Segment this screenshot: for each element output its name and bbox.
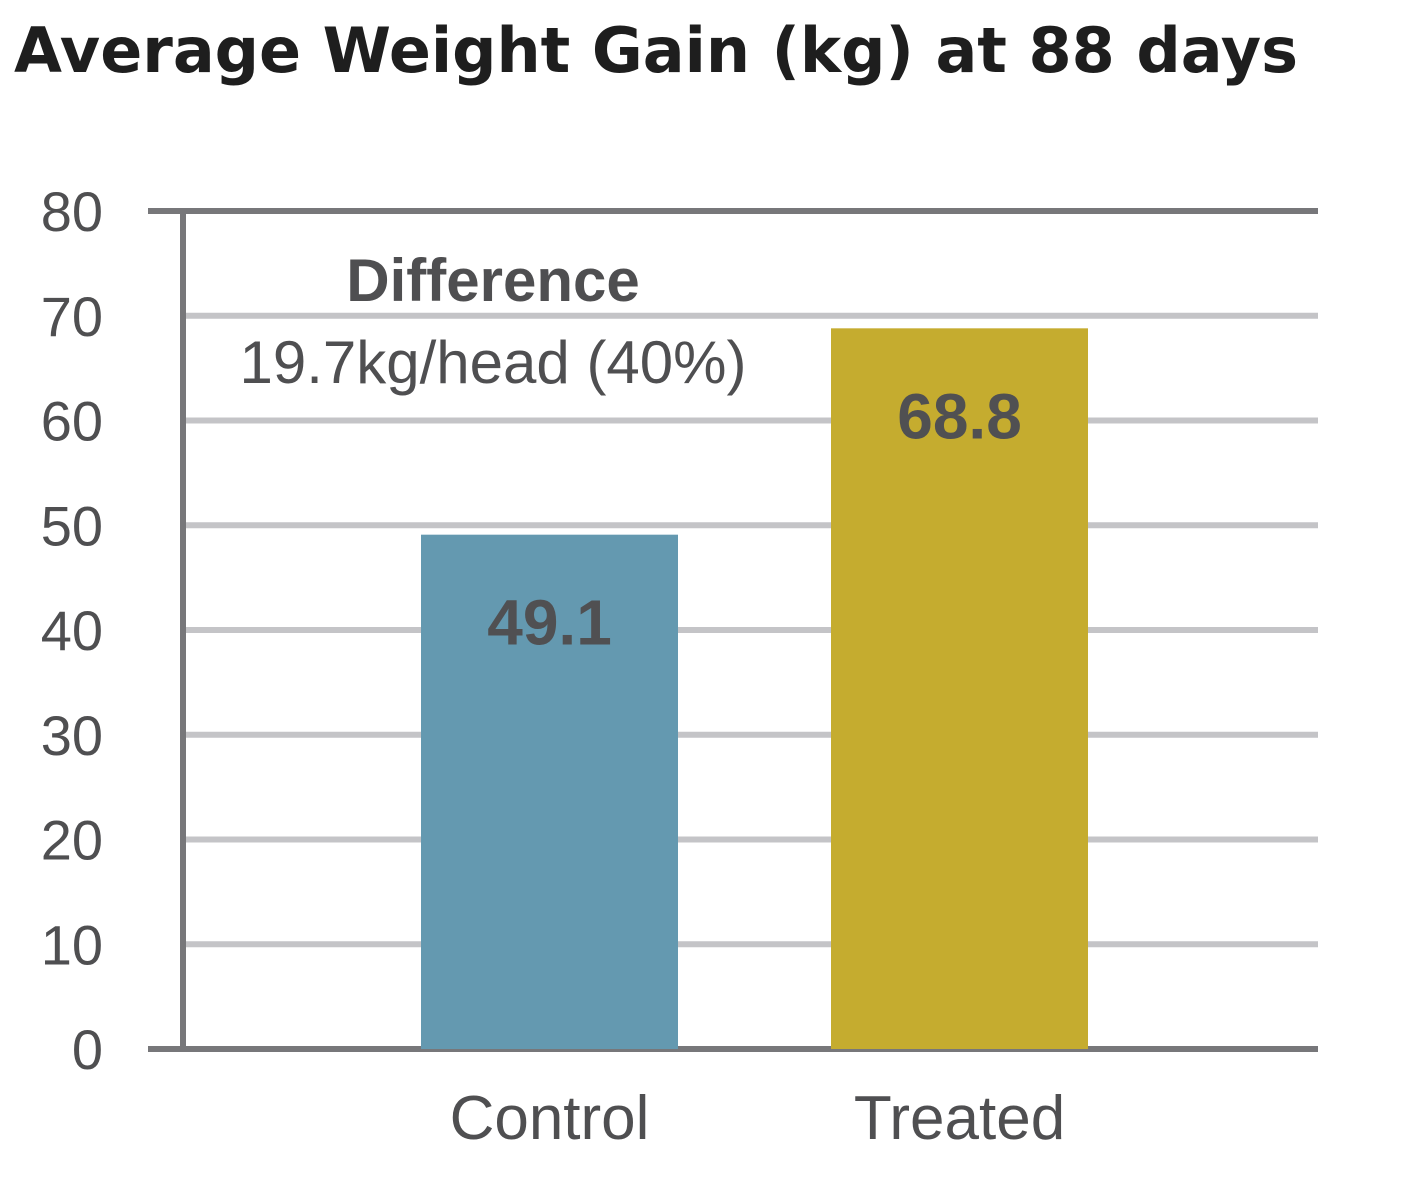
bar-control — [421, 534, 678, 1049]
y-tick-label-60: 60 — [41, 390, 103, 453]
y-tick-label-50: 50 — [41, 494, 103, 557]
y-tick-label-80: 80 — [41, 180, 103, 243]
data-label-treated: 68.8 — [897, 380, 1022, 452]
y-tick-label-10: 10 — [41, 913, 103, 976]
y-tick-label-40: 40 — [41, 599, 103, 662]
difference-annotation-title: Difference — [346, 247, 639, 314]
gridlines — [148, 208, 1318, 1052]
y-tick-labels: 0 10 20 30 40 50 60 70 80 — [41, 180, 103, 1081]
bars — [421, 328, 1088, 1049]
category-label-treated: Treated — [854, 1084, 1065, 1153]
y-tick-label-0: 0 — [72, 1018, 103, 1081]
y-tick-label-20: 20 — [41, 809, 103, 872]
data-label-control: 49.1 — [487, 587, 612, 659]
y-tick-label-70: 70 — [41, 285, 103, 348]
chart-title: Average Weight Gain (kg) at 88 days — [14, 14, 1299, 87]
y-tick-label-30: 30 — [41, 704, 103, 767]
difference-annotation-value: 19.7kg/head (40%) — [239, 329, 746, 396]
data-labels: 49.1 68.8 — [487, 380, 1022, 658]
bar-treated — [831, 328, 1088, 1049]
category-labels: Control Treated — [450, 1084, 1066, 1153]
category-label-control: Control — [450, 1084, 650, 1153]
